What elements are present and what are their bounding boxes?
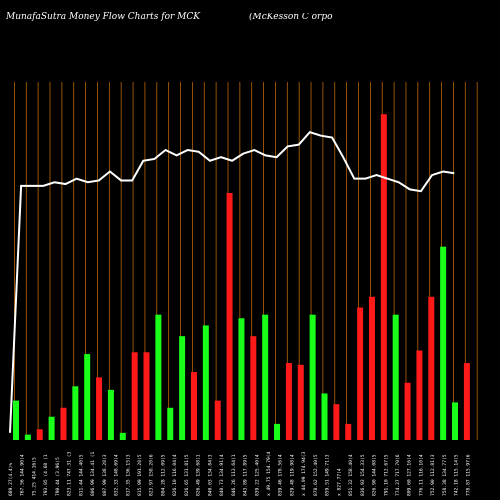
x-axis-labels: 689.27(4.4)% 767.56 144.90(4 75.25 414.16(… <box>8 452 471 496</box>
x-tick-label: 790.44 (3.96(5 <box>55 457 61 496</box>
outflow-bar <box>131 352 138 440</box>
inflow-bar <box>167 407 174 440</box>
x-tick-label: 832.33 148.69(4 <box>114 454 120 496</box>
x-tick-label: 776.11 116.10(4 <box>418 454 424 496</box>
outflow-bar <box>250 336 257 440</box>
outflow-bar <box>143 352 150 440</box>
x-tick-label: 689.27(4.4)% <box>8 463 14 496</box>
outflow-bar <box>416 350 423 440</box>
x-tick-label: 829.48 119.98(4 <box>289 454 295 496</box>
inflow-bar <box>48 416 55 440</box>
outflow-bar <box>357 307 364 440</box>
inflow-bar <box>179 336 186 440</box>
x-tick-label: x 49.75 154.79(4 <box>266 452 272 496</box>
chart-subtitle: (McKesson C orpo <box>249 13 333 22</box>
inflow-bar <box>107 389 114 440</box>
outflow-bar <box>60 407 67 440</box>
chart-title-bar: MunafaSutra Money Flow Charts for MCK (M… <box>0 0 500 30</box>
inflow-bar <box>84 354 91 440</box>
x-tick-label: 742.18 115.14(5 <box>454 454 460 496</box>
inflow-bar <box>238 318 245 440</box>
outflow-bar <box>226 192 233 440</box>
outflow-bar <box>463 363 470 440</box>
price-line <box>9 130 455 433</box>
x-tick-label: 826.49 139.68(1 <box>196 454 202 496</box>
x-tick-label: 826.65 131.81(5 <box>184 454 190 496</box>
outflow-bar <box>297 364 304 440</box>
x-tick-label: 809.60 127.16(4 <box>407 454 413 496</box>
inflow-bar <box>72 386 79 440</box>
chart-title: MunafaSutra Money Flow Charts for MCK <box>6 12 200 22</box>
x-tick-label: 839.22 125.40(4 <box>254 454 260 496</box>
x-tick-label: 767.56 144.90(4 <box>20 454 26 496</box>
outflow-bar <box>285 363 292 440</box>
x-tick-label: 75.25 414.16(5 <box>31 457 37 496</box>
x-tick-label: 823.97 158.20(6 <box>149 454 155 496</box>
outflow-bar <box>190 371 197 440</box>
inflow-bar <box>202 325 209 440</box>
inflow-bar <box>13 400 19 440</box>
x-tick-label: x 827.77(4 <box>336 468 342 496</box>
inflow-bar <box>440 246 447 440</box>
inflow-bar <box>274 423 281 440</box>
x-tick-label: 823.11 747.31 (3 <box>67 452 73 496</box>
x-tick-label: 846.26 113.64(1 <box>231 454 237 496</box>
x-tick-label: 804.28 112.09(5 <box>160 454 166 496</box>
outflow-bar <box>36 429 43 440</box>
x-tick-label: 826.10 116.04(4 <box>172 454 178 496</box>
x-tick-label: 806.99 134.41 (1 <box>90 452 96 496</box>
inflow-bar <box>309 314 316 440</box>
x-tick-label: 774.27 717.70(6 <box>395 454 401 496</box>
x-tick-label: 878.62 152.40(5 <box>313 454 319 496</box>
outflow-bar <box>404 382 411 440</box>
x-tick-label: 758.38 134.77(5 <box>442 454 448 496</box>
x-tick-label: 791.10 712.67(5 <box>383 454 389 496</box>
x-tick-label: 840.73 134.91(4 <box>219 454 225 496</box>
x-tick-label: 817.35 136.15(3 <box>125 454 131 496</box>
inflow-bar <box>24 434 31 440</box>
x-tick-label: 793.05 (4.68 (1 <box>43 454 49 496</box>
inflow-bar <box>262 314 269 440</box>
x-tick-label: 843.89 117.89(5 <box>243 454 249 496</box>
inflow-bar <box>452 402 459 440</box>
x-tick-label: 815.99 191.28(5 <box>137 454 143 496</box>
outflow-bar <box>380 114 387 440</box>
inflow-bar <box>392 314 399 440</box>
x-tick-label: 839.46 178.56(4 <box>278 454 284 496</box>
x-tick-label: 778.87 115.97(6 <box>465 454 471 496</box>
x-tick-label: 811.44 144.40(5 <box>78 454 84 496</box>
x-tick-label: x 44.09 174.94(3 <box>301 452 307 496</box>
inflow-bar <box>155 314 162 440</box>
outflow-bar <box>96 377 103 440</box>
x-tick-label: 840.03 134.84(3 <box>207 454 213 496</box>
money-flow-bars <box>13 114 470 440</box>
price-line-layer <box>9 130 455 433</box>
x-tick-label: 851.32 158.40(4 <box>348 454 354 496</box>
x-tick-label: 752.90 112.81(3 <box>430 454 436 496</box>
x-tick-label: 807.99 138.28(3 <box>102 454 108 496</box>
outflow-bar <box>333 404 340 440</box>
outflow-bar <box>428 296 435 440</box>
x-tick-label: 826.90 144.08(5 <box>372 454 378 496</box>
inflow-bar <box>321 393 328 440</box>
outflow-bar <box>345 423 352 440</box>
outflow-bar <box>368 296 375 440</box>
inflow-bar <box>119 432 126 440</box>
x-tick-label: 859.51 149.71(3 <box>325 454 331 496</box>
outflow-bar <box>214 400 221 440</box>
x-tick-label: 836.93 154.33(5 <box>360 454 366 496</box>
